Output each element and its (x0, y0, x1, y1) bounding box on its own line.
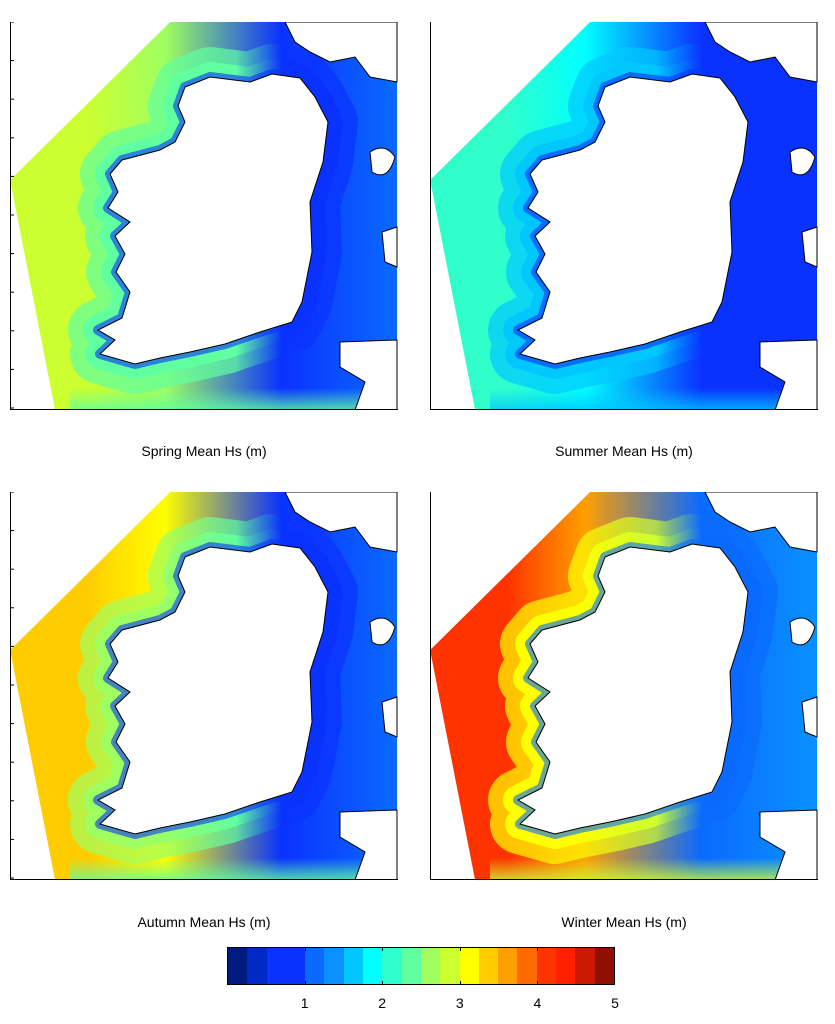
colorbar-tick-label: 2 (378, 995, 387, 1011)
island-landmass (369, 147, 398, 268)
title-spring: Spring Mean Hs (m) (141, 443, 267, 459)
colorbar-tick (614, 981, 615, 985)
colorbar-tick (304, 981, 306, 985)
map-autumn (10, 491, 398, 881)
scotland-landmass (704, 21, 818, 83)
colorbar (227, 947, 615, 985)
colorbar-bin (517, 948, 537, 984)
colorbar-bin (498, 948, 518, 984)
colorbar-tick (382, 947, 384, 951)
colorbar-bin (536, 948, 557, 984)
colorbar-bin (478, 948, 499, 984)
scotland-landmass (284, 21, 398, 83)
ireland-landmass (516, 543, 749, 835)
scotland-landmass (704, 491, 818, 553)
colorbar-bin (228, 948, 248, 984)
colorbar-tick-label: 5 (611, 995, 619, 1011)
island-landmass (369, 617, 398, 738)
island-landmass (789, 147, 818, 268)
colorbar-tick-label: 4 (533, 995, 542, 1011)
title-autumn: Autumn Mean Hs (m) (137, 914, 271, 930)
colorbar-bin (440, 948, 460, 984)
colorbar-tick (459, 981, 461, 985)
colorbar-bin (556, 948, 576, 984)
map-spring (10, 21, 398, 411)
colorbar-bin (382, 948, 402, 984)
colorbar-tick-label: 1 (300, 995, 309, 1011)
title-winter: Winter Mean Hs (m) (561, 914, 687, 930)
scotland-landmass (284, 491, 398, 553)
colorbar-bin (343, 948, 364, 984)
colorbar-bin (594, 948, 614, 984)
colorbar-bin (401, 948, 421, 984)
colorbar-bin (305, 948, 325, 984)
colorbar-tick (459, 947, 461, 951)
colorbar-bin (363, 948, 383, 984)
colorbar-tick (537, 981, 539, 985)
colorbar-bin (575, 948, 595, 984)
colorbar-bin (247, 948, 267, 984)
map-winter (430, 491, 818, 881)
colorbar-bin (266, 948, 286, 984)
colorbar-tick-label: 3 (455, 995, 464, 1011)
colorbar-tick (304, 947, 306, 951)
map-summer (430, 21, 818, 411)
ireland-landmass (516, 73, 749, 365)
ireland-landmass (96, 73, 329, 365)
colorbar-tick (614, 947, 615, 951)
title-summer: Summer Mean Hs (m) (555, 443, 693, 459)
colorbar-tick (537, 947, 539, 951)
colorbar-bin (459, 948, 479, 984)
colorbar-bin (285, 948, 306, 984)
colorbar-bin (324, 948, 344, 984)
colorbar-bin (420, 948, 441, 984)
island-landmass (789, 617, 818, 738)
colorbar-tick (382, 981, 384, 985)
ireland-landmass (96, 543, 329, 835)
